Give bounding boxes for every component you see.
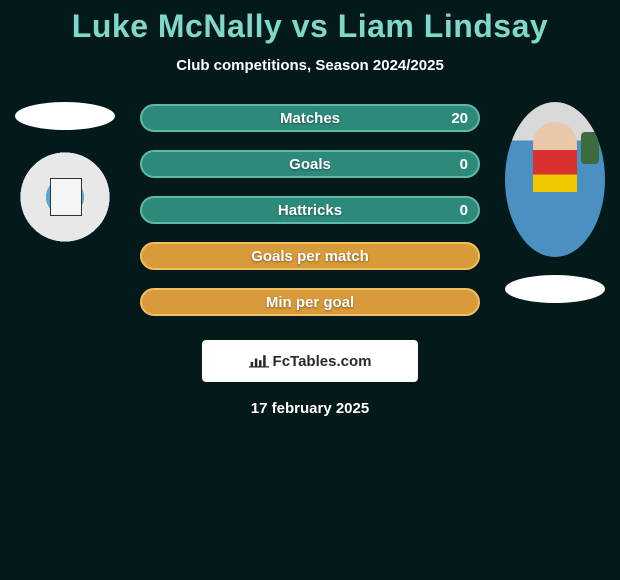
player2-photo xyxy=(505,102,605,257)
stat-bar-goals: Goals 0 xyxy=(140,150,480,178)
player2-name-oval xyxy=(505,275,605,303)
right-column xyxy=(500,102,610,303)
page-title: Luke McNally vs Liam Lindsay xyxy=(0,8,620,45)
stat-bar-gpm: Goals per match xyxy=(140,242,480,270)
footer-brand-text: FcTables.com xyxy=(273,353,372,370)
stat-label: Goals per match xyxy=(251,248,369,265)
stat-value: 20 xyxy=(451,110,468,127)
player1-name-oval xyxy=(15,102,115,130)
footer-brand-box[interactable]: FcTables.com xyxy=(202,340,418,382)
stat-value: 0 xyxy=(460,156,468,173)
stat-value: 0 xyxy=(460,202,468,219)
stat-bar-hattricks: Hattricks 0 xyxy=(140,196,480,224)
player1-club-logo xyxy=(20,152,110,242)
subtitle: Club competitions, Season 2024/2025 xyxy=(0,57,620,74)
content-row: Matches 20 Goals 0 Hattricks 0 Goals per… xyxy=(0,102,620,316)
stats-column: Matches 20 Goals 0 Hattricks 0 Goals per… xyxy=(140,102,480,316)
footer-logo: FcTables.com xyxy=(249,353,372,370)
stat-label: Matches xyxy=(280,110,340,127)
stat-label: Goals xyxy=(289,156,331,173)
date-line: 17 february 2025 xyxy=(0,400,620,417)
main-container: Luke McNally vs Liam Lindsay Club compet… xyxy=(0,0,620,417)
stat-bar-mpg: Min per goal xyxy=(140,288,480,316)
left-column xyxy=(10,102,120,242)
stat-label: Hattricks xyxy=(278,202,342,219)
stat-label: Min per goal xyxy=(266,294,354,311)
stat-bar-matches: Matches 20 xyxy=(140,104,480,132)
bar-chart-icon xyxy=(249,353,269,369)
